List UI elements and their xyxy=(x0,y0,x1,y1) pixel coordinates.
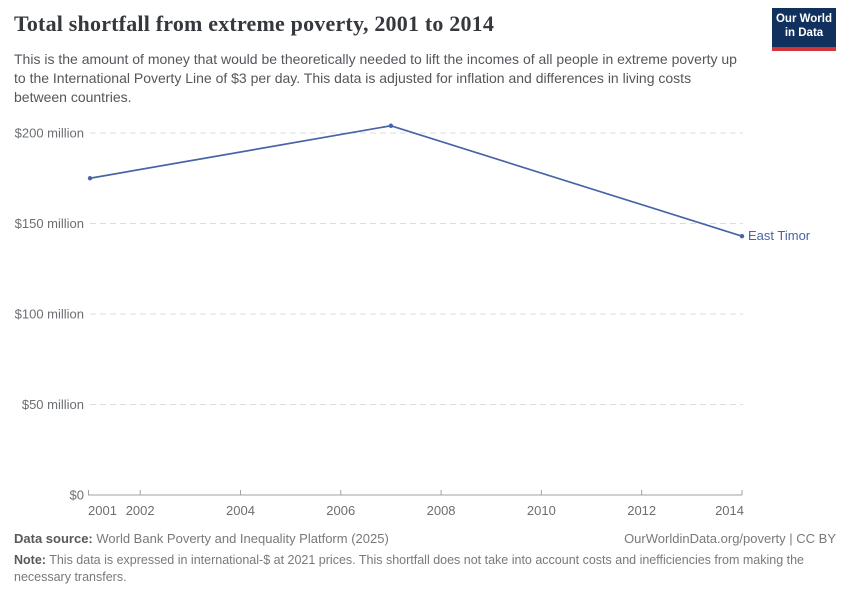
footer-note-text: This data is expressed in international-… xyxy=(14,553,805,584)
footer-datasource-text: World Bank Poverty and Inequality Platfo… xyxy=(92,531,389,546)
x-axis-label: 2001 xyxy=(88,503,117,518)
x-axis-label: 2004 xyxy=(226,503,255,518)
footer-datasource-label: Data source: xyxy=(14,531,93,546)
footer-note-label: Note: xyxy=(14,553,46,567)
footer-note: Note: This data is expressed in internat… xyxy=(14,552,838,586)
x-axis-label: 2012 xyxy=(627,503,656,518)
data-point[interactable] xyxy=(388,123,394,128)
data-point[interactable] xyxy=(739,233,745,239)
data-point[interactable] xyxy=(87,176,93,181)
chart-subtitle: This is the amount of money that would b… xyxy=(14,51,737,105)
y-axis-label: $200 million xyxy=(15,126,84,141)
x-axis-label: 2006 xyxy=(326,503,355,518)
y-axis-label: $150 million xyxy=(15,216,84,231)
x-axis-label: 2008 xyxy=(427,503,456,518)
series-line xyxy=(89,124,743,237)
x-axis-label: 2010 xyxy=(527,503,556,518)
page-title: Total shortfall from extreme poverty, 20… xyxy=(14,11,495,36)
x-axis-label: 2014 xyxy=(715,503,744,518)
owid-logo-line1: Our World xyxy=(775,13,832,25)
y-axis-label: $0 xyxy=(70,488,84,503)
series-end-label[interactable]: East Timor xyxy=(748,228,811,243)
y-axis-label: $100 million xyxy=(15,307,84,322)
owid-logo-line2: in Data xyxy=(784,27,824,39)
x-axis-label: 2002 xyxy=(126,503,155,518)
owid-logo[interactable]: Our World in Data xyxy=(772,8,836,51)
y-axis-label: $50 million xyxy=(22,397,84,412)
footer-license-link[interactable]: OurWorldinData.org/poverty | CC BY xyxy=(624,531,836,546)
footer-datasource: Data source: World Bank Poverty and Ineq… xyxy=(14,531,389,546)
